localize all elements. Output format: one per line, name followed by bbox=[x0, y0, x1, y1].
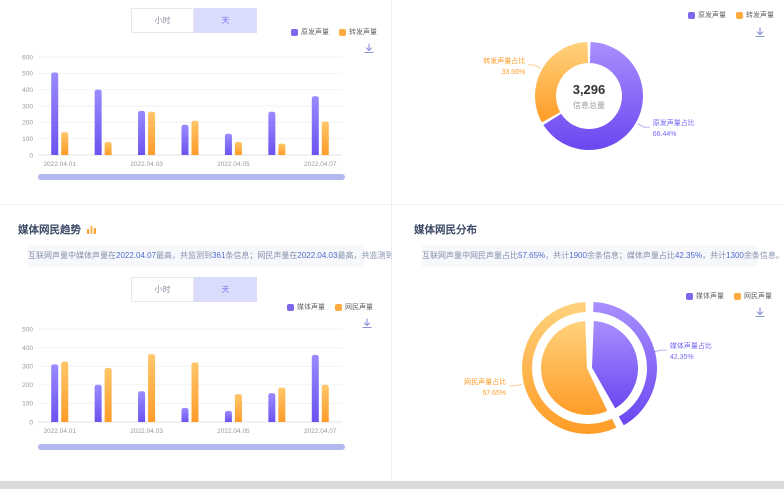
legend-label: 媒体声量 bbox=[297, 304, 325, 311]
page-scroll-strip bbox=[0, 481, 784, 489]
panel-media-netizen-trend: 0 100 200 300 400 500 2022.04.01 2022.04.03 2022… bbox=[0, 205, 439, 481]
svg-text:信息总量: 信息总量 bbox=[573, 100, 605, 110]
svg-text:2022.04.07: 2022.04.07 bbox=[304, 161, 337, 168]
svg-text:2022.04.05: 2022.04.05 bbox=[217, 161, 250, 168]
svg-text:600: 600 bbox=[22, 54, 33, 61]
svg-text:2022.04.07: 2022.04.07 bbox=[304, 428, 337, 435]
svg-text:500: 500 bbox=[22, 326, 33, 333]
legend-swatch bbox=[688, 11, 695, 19]
legend-label: 网民声量 bbox=[345, 304, 373, 311]
svg-text:100: 100 bbox=[22, 136, 33, 143]
legend-swatch bbox=[686, 292, 693, 300]
time-granularity-toggle: 小时 天 bbox=[131, 277, 257, 302]
svg-text:57.65%: 57.65% bbox=[482, 390, 506, 397]
legend-swatch bbox=[335, 303, 342, 311]
chart-legend: 原发声量 转发声量 bbox=[291, 27, 377, 37]
svg-text:500: 500 bbox=[22, 71, 33, 78]
download-icon[interactable] bbox=[754, 26, 766, 38]
toggle-hour-button[interactable]: 小时 bbox=[131, 277, 194, 302]
svg-text:原发声量占比: 原发声量占比 bbox=[653, 118, 695, 127]
time-granularity-toggle: 小时 天 bbox=[131, 8, 257, 33]
panel-title: 媒体网民趋势 bbox=[18, 224, 81, 236]
legend-label: 转发声量 bbox=[746, 12, 774, 19]
svg-text:66.44%: 66.44% bbox=[653, 131, 677, 138]
datazoom-slider[interactable] bbox=[38, 174, 345, 180]
svg-text:2022.04.03: 2022.04.03 bbox=[130, 428, 163, 435]
svg-text:400: 400 bbox=[22, 345, 33, 352]
panel-title-row: 媒体网民分布 bbox=[414, 222, 477, 237]
legend-swatch bbox=[287, 303, 294, 311]
svg-text:400: 400 bbox=[22, 87, 33, 94]
toggle-day-button[interactable]: 天 bbox=[194, 8, 257, 33]
svg-text:0: 0 bbox=[29, 152, 33, 159]
legend-swatch bbox=[291, 28, 298, 36]
svg-text:媒体声量占比: 媒体声量占比 bbox=[670, 341, 712, 350]
svg-text:转发声量占比: 转发声量占比 bbox=[483, 56, 525, 65]
legend-item-origin[interactable]: 原发声量 bbox=[291, 27, 329, 37]
legend-swatch bbox=[339, 28, 346, 36]
legend-label: 媒体声量 bbox=[696, 293, 724, 300]
toggle-hour-button[interactable]: 小时 bbox=[131, 8, 194, 33]
svg-text:2022.04.05: 2022.04.05 bbox=[217, 428, 250, 435]
download-icon[interactable] bbox=[363, 42, 375, 54]
svg-text:2022.04.01: 2022.04.01 bbox=[43, 428, 76, 435]
legend-item-origin[interactable]: 原发声量 bbox=[688, 10, 726, 20]
insight-summary: 互联网声量中媒体声量在2022.04.07最高，共监测到361条信息；网民声量在… bbox=[28, 245, 439, 267]
legend-swatch bbox=[734, 292, 741, 300]
legend-swatch bbox=[736, 11, 743, 19]
svg-text:2022.04.03: 2022.04.03 bbox=[130, 161, 163, 168]
panel-media-netizen-distribution: 媒体声量占比 42.35% 网民声量占比 57.65% 媒体网民分布 互联网声量中网民… bbox=[392, 205, 784, 481]
panel-origin-repost-trend: 0 100 200 300 400 500 600 2022.04.01 2022.04.03 2… bbox=[0, 0, 392, 205]
svg-text:200: 200 bbox=[22, 120, 33, 127]
legend-item-netizen[interactable]: 网民声量 bbox=[734, 291, 772, 301]
legend-item-netizen[interactable]: 网民声量 bbox=[335, 302, 373, 312]
svg-text:3,296: 3,296 bbox=[573, 82, 606, 97]
panel-title: 媒体网民分布 bbox=[414, 224, 477, 236]
legend-label: 原发声量 bbox=[698, 12, 726, 19]
donut-chart: 原发声量占比 66.44% 转发声量占比 33.56% 3,296 信息总量 bbox=[483, 42, 695, 151]
panel-title-row: 媒体网民趋势 bbox=[18, 222, 97, 237]
svg-text:100: 100 bbox=[22, 401, 33, 408]
svg-text:300: 300 bbox=[22, 103, 33, 110]
toggle-day-button[interactable]: 天 bbox=[194, 277, 257, 302]
svg-text:网民声量占比: 网民声量占比 bbox=[464, 377, 506, 386]
legend-label: 网民声量 bbox=[744, 293, 772, 300]
svg-text:42.35%: 42.35% bbox=[670, 354, 694, 361]
svg-text:2022.04.01: 2022.04.01 bbox=[43, 161, 76, 168]
legend-label: 原发声量 bbox=[301, 29, 329, 36]
svg-text:33.56%: 33.56% bbox=[501, 69, 525, 76]
bar-chart-icon bbox=[87, 226, 96, 234]
legend-item-media[interactable]: 媒体声量 bbox=[686, 291, 724, 301]
panel-origin-repost-distribution: 原发声量占比 66.44% 转发声量占比 33.56% 3,296 信息总量 原发声量 转… bbox=[392, 0, 784, 205]
chart-legend: 媒体声量 网民声量 bbox=[287, 302, 373, 312]
insight-summary: 互联网声量中网民声量占比57.65%，共计1900余条信息；媒体声量占比42.3… bbox=[422, 245, 784, 267]
download-icon[interactable] bbox=[361, 317, 373, 329]
chart-legend: 媒体声量 网民声量 bbox=[686, 291, 772, 301]
svg-text:0: 0 bbox=[29, 419, 33, 426]
chart-legend: 原发声量 转发声量 bbox=[688, 10, 774, 20]
svg-text:200: 200 bbox=[22, 382, 33, 389]
svg-text:300: 300 bbox=[22, 364, 33, 371]
legend-item-repost[interactable]: 转发声量 bbox=[339, 27, 377, 37]
datazoom-slider[interactable] bbox=[38, 444, 345, 450]
legend-label: 转发声量 bbox=[349, 29, 377, 36]
legend-item-media[interactable]: 媒体声量 bbox=[287, 302, 325, 312]
download-icon[interactable] bbox=[754, 306, 766, 318]
legend-item-repost[interactable]: 转发声量 bbox=[736, 10, 774, 20]
